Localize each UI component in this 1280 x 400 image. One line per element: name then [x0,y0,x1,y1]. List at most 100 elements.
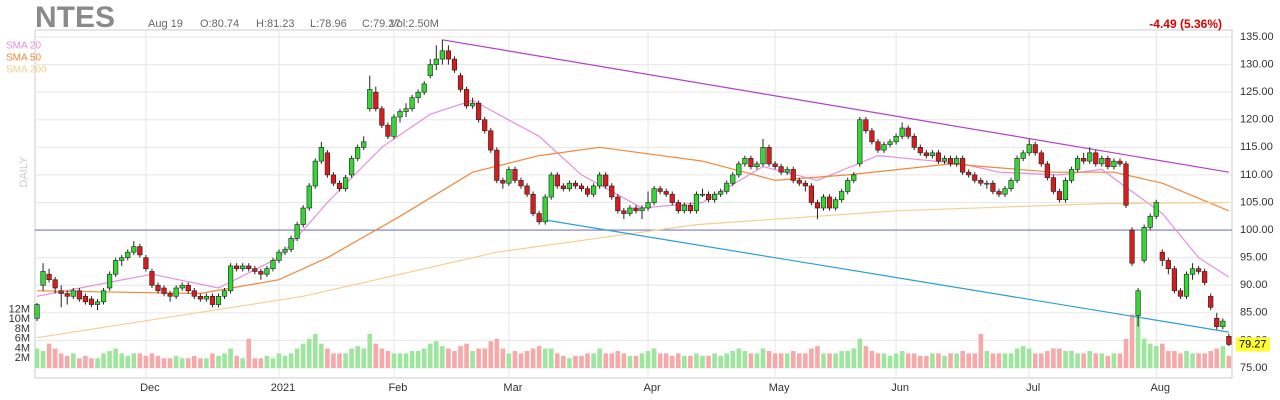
candle-body [718,191,724,195]
candle-body [826,196,833,209]
candle-body [143,257,149,269]
volume-bar [294,348,300,368]
candle-body [191,290,197,297]
volume-bar [228,348,233,368]
candle-body [1226,336,1232,345]
candle-body [1056,191,1063,201]
volume-bar [1208,350,1213,368]
candle-body [808,185,814,203]
volume-bar [688,355,693,368]
candle-body [149,271,155,286]
candle-body [451,58,458,71]
candle-body [651,188,657,203]
candle-body [46,273,52,281]
volume-bar [1196,353,1201,368]
volume-bar [700,355,705,368]
volume-bar [1069,350,1074,368]
candle-body [730,174,736,184]
y-tick-label: 135.00 [1240,31,1274,43]
volume-bar [718,355,723,368]
candle-body [578,185,585,190]
candle-body [221,290,228,297]
header-date: Aug 19 [148,18,183,30]
legend-entry: SMA 20 [6,41,41,52]
candle-body [409,97,415,110]
volume-bar [119,353,124,368]
volume-bar [113,348,118,368]
candle-body [1081,158,1087,162]
candle-body [427,64,433,76]
volume-bar [597,348,602,368]
candle-body [1147,215,1153,228]
symbol: NTES [35,1,115,34]
candle-body [760,147,766,165]
candle-body [88,298,95,305]
volume-bar [996,353,1002,368]
volume-bar [95,358,100,368]
candle-body [560,185,566,190]
volume-bar [89,358,94,368]
volume-bar [857,338,863,368]
volume-bar [863,346,869,368]
candle-body [203,295,210,300]
trend-line [442,39,1229,173]
volume-bar [240,358,245,368]
candle-body [1068,169,1075,181]
candle-body [113,260,119,275]
candle-body [70,290,76,297]
volume-bar [77,358,82,368]
volume-bar [391,353,397,368]
candle-body [572,182,579,187]
volume-bar [911,353,917,368]
volume-bar [421,348,427,368]
volume-bar [887,355,893,368]
volume-bar [1093,353,1099,368]
candle-body [597,174,603,187]
candle-body [197,295,203,300]
volume-bar [694,353,699,368]
candle-body [929,152,935,156]
candle-body [324,152,331,176]
volume-bar [1075,353,1080,368]
volume-bar [845,350,850,368]
candle-body [64,293,70,297]
candle-body [1159,251,1165,261]
volume-bar [1099,353,1105,368]
candle-body [566,182,572,190]
candle-body [1208,295,1214,308]
candle-body [379,108,385,126]
candle-body [1111,160,1117,167]
volume-bar [621,353,627,368]
candle-body [1038,152,1044,165]
candle-body [1135,290,1141,316]
volume-bar [585,353,590,368]
volume-bar [579,355,584,368]
volume-bar [1190,353,1195,368]
candle-body [724,182,730,192]
candle-body [107,273,113,289]
candle-body [905,127,911,137]
candle-body [917,147,923,154]
x-tick-label: Mar [503,382,522,394]
volume-bar [107,350,112,368]
volume-bar [1135,299,1141,368]
volume-bar [615,350,621,368]
volume-bar [1063,350,1068,368]
volume-bar [343,353,348,368]
volume-bar [385,350,391,368]
candle-body [996,191,1002,195]
volume-bar [760,348,766,368]
volume-bar [361,348,366,368]
header-high: H:81.23 [256,18,295,30]
candle-body [790,169,796,181]
candle-body [863,119,869,132]
candle-body [669,193,675,203]
candle-body [1062,180,1069,201]
candle-body [845,180,851,192]
candle-body [385,124,391,137]
volume-bar [331,353,336,368]
candle-body [482,119,488,132]
volume-bar [506,353,512,368]
candle-body [361,141,367,148]
